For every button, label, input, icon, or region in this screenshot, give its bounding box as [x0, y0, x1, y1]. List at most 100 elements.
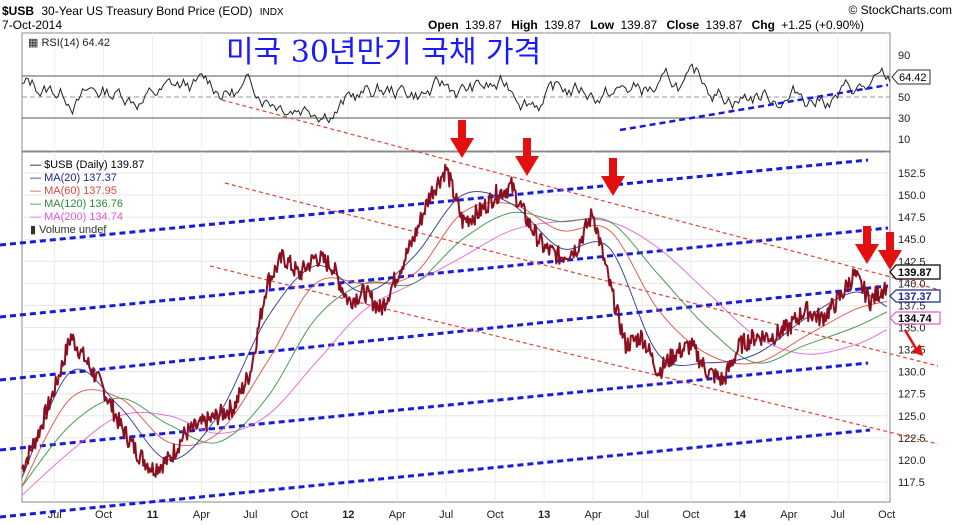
series-ma-60 [21, 201, 887, 487]
open-value: 139.87 [465, 18, 502, 32]
svg-text:— $USB (Daily) 139.87: — $USB (Daily) 139.87 [30, 159, 144, 171]
arrow-shaft [523, 138, 531, 158]
arrow-head [450, 138, 474, 158]
ma20-tag-text: 137.37 [898, 291, 932, 303]
channel-line [0, 361, 869, 452]
svg-text:Open 139.87 High: Open 139.87 High 139.87 Low 139.87 Close… [428, 18, 864, 32]
legend-ma120-swatch: — [30, 198, 44, 210]
y-tick-label: 117.5 [898, 477, 925, 489]
arrows-layer [450, 120, 923, 356]
channel-line [0, 428, 871, 519]
credit-text: © StockCharts.com [848, 3, 952, 17]
series-price [21, 163, 888, 478]
svg-text:▮ Volume undef: ▮ Volume undef [30, 224, 107, 236]
legend-volume: Volume undef [39, 224, 107, 236]
rsi-tick-label: 90 [898, 50, 910, 62]
x-tick-label: 12 [342, 509, 354, 521]
y-tick-label: 130.0 [898, 367, 926, 379]
x-tick-label: Oct [95, 509, 112, 521]
down-arrow-icon [601, 158, 625, 196]
x-tick-label: 14 [734, 509, 747, 521]
chg-value: +1.25 (+0.90%) [781, 18, 864, 32]
arrow-shaft [863, 226, 871, 246]
high-label: High [511, 18, 538, 32]
legend: — $USB (Daily) 139.87 — MA(20) 137.37 — … [30, 159, 144, 236]
x-tick-label: Jul [439, 509, 453, 521]
channel-line [0, 226, 889, 319]
rsi-frame [21, 32, 891, 152]
channel-line [0, 158, 869, 247]
legend-ma120: MA(120) 136.76 [44, 198, 123, 210]
symbol: $USB [2, 4, 34, 18]
rsi-panel: 9070503010 ▦ RSI(14) 64.42 64.42 [21, 32, 931, 152]
legend-price-swatch: — [30, 159, 44, 171]
arrow-head [855, 244, 879, 264]
y-tick-label: 120.0 [898, 455, 926, 467]
x-tick-label: Jul [635, 509, 649, 521]
ma200-tag-shape [889, 311, 941, 325]
arrow-head [878, 250, 902, 270]
legend-ma200: MA(200) 134.74 [44, 211, 123, 223]
series-layer [21, 163, 888, 496]
legend-volume-swatch: ▮ [30, 224, 39, 236]
svg-text:▦ RSI(14) 64.42: ▦ RSI(14) 64.42 [28, 37, 110, 49]
svg-text:— MA(120) 136.76: — MA(120) 136.76 [30, 198, 123, 210]
legend-ma200-swatch: — [30, 211, 44, 223]
svg-text:— MA(200) 134.74: — MA(200) 134.74 [30, 211, 123, 223]
low-label: Low [590, 18, 615, 32]
rsi-tick-label: 30 [898, 113, 910, 125]
x-tick-label: Apr [584, 509, 601, 521]
rsi-marker: ▦ [28, 37, 41, 49]
y-tick-label: 145.0 [898, 234, 926, 246]
rsi-tick-label: 10 [898, 134, 910, 146]
chart-date: 7-Oct-2014 [2, 18, 62, 32]
close-tag-shape [889, 264, 941, 280]
y-tick-label: 127.5 [898, 389, 926, 401]
chg-label: Chg [752, 18, 775, 32]
x-axis-ticks: Jul Oct 11 Apr Jul Oct 12 Apr Jul Oct 13 Apr Jul Oct 1… [48, 509, 896, 521]
high-value: 139.87 [544, 18, 581, 32]
down-arrow-icon [855, 226, 879, 264]
arrow-shaft [458, 120, 466, 140]
rsi-tag-text: 64.42 [899, 72, 927, 84]
rsi-tag-shape [891, 69, 931, 85]
y-tick-label: 122.5 [898, 433, 926, 445]
x-tick-label: Apr [193, 509, 210, 521]
svg-text:— MA(60) 137.95: — MA(60) 137.95 [30, 185, 117, 197]
rsi-label: RSI(14) 64.42 [41, 37, 109, 49]
open-label: Open [428, 18, 459, 32]
rsi-ticks: 9070503010 [898, 50, 910, 146]
x-tick-label: Apr [780, 509, 797, 521]
x-tick-label: Apr [389, 509, 406, 521]
y-tick-label: 152.5 [898, 168, 926, 180]
arrow-shaft [886, 232, 894, 252]
arrow-head [601, 176, 625, 196]
overlay-title: 미국 30년만기 국채 가격 [226, 35, 541, 70]
x-tick-label: Oct [487, 509, 504, 521]
chart-header: $USB 30-Year US Treasury Bond Price (EOD… [2, 3, 952, 32]
chart-title: 30-Year US Treasury Bond Price (EOD) [41, 4, 252, 18]
low-value: 139.87 [620, 18, 657, 32]
down-arrow-icon [450, 120, 474, 158]
legend-ma20-swatch: — [30, 172, 44, 184]
resistance-line [221, 99, 941, 291]
y-axis-ticks: 152.5150.0147.5145.0142.5140.0137.5135.0… [898, 168, 926, 489]
y-tick-label: 140.0 [898, 278, 926, 290]
ma20-tag-shape [889, 289, 941, 303]
x-tick-label: Jul [243, 509, 257, 521]
legend-price: $USB (Daily) 139.87 [44, 159, 144, 171]
x-tick-label: 11 [147, 509, 159, 521]
legend-ma20: MA(20) 137.37 [44, 172, 117, 184]
channel-line [0, 284, 889, 382]
diag-arrow-head [912, 344, 923, 356]
ma200-tag-text: 134.74 [898, 313, 933, 325]
annotation-lines [0, 83, 941, 519]
close-tag-text: 139.87 [898, 267, 932, 279]
legend-ma60-swatch: — [30, 185, 44, 197]
svg-text:— MA(20) 137.37: — MA(20) 137.37 [30, 172, 117, 184]
rsi-value-tag: 64.42 [891, 69, 931, 85]
exchange: INDX [260, 7, 284, 18]
resistance-line [224, 182, 939, 367]
diagonal-arrow-icon [903, 329, 923, 356]
